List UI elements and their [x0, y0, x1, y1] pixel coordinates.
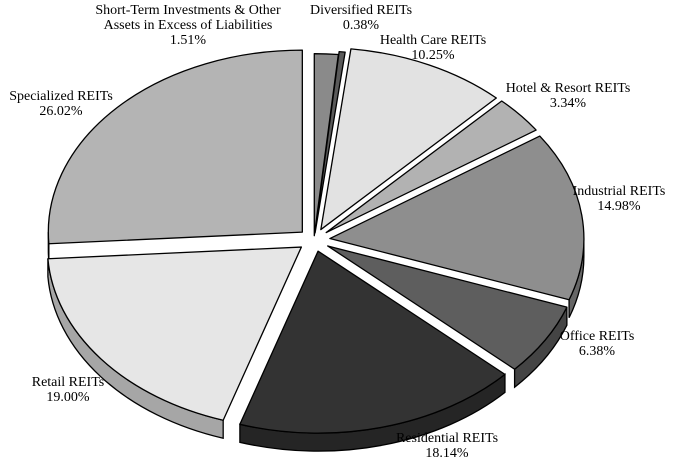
slice-name-label: Short-Term Investments & Other: [95, 3, 281, 18]
slice-residential-reits: [239, 250, 506, 434]
slice-label: Diversified REITs 0.38%: [310, 3, 412, 33]
slice-label: Short-Term Investments & Other Assets in …: [95, 3, 281, 48]
slice-office-reits: [327, 245, 568, 370]
slice-industrial-reits: [329, 135, 585, 301]
slice-name-label: Office REITs: [560, 329, 635, 344]
slice-name-label: Assets in Excess of Liabilities: [104, 18, 273, 33]
slice-name-label: Diversified REITs: [310, 3, 412, 18]
slice-label: Health Care REITs 10.25%: [380, 33, 486, 63]
slice-name-label: Health Care REITs: [380, 33, 486, 48]
slice-specialized-reits: [47, 49, 303, 245]
slice-label: Retail REITs 19.00%: [32, 375, 105, 405]
slice-name-label: Residential REITs: [396, 431, 498, 446]
slice-label: Hotel & Resort REITs 3.34%: [506, 81, 631, 111]
slice-label: Residential REITs 18.14%: [396, 431, 498, 461]
slice-value-label: 19.00%: [46, 390, 90, 405]
slice-label: Industrial REITs 14.98%: [573, 184, 666, 214]
slice-value-label: 10.25%: [411, 48, 455, 63]
slice-health-care-reits: [320, 48, 497, 231]
slice-label: Office REITs 6.38%: [560, 329, 635, 359]
slice-name-label: Hotel & Resort REITs: [506, 81, 631, 96]
slice-retail-reits: [47, 246, 303, 421]
slice-name-label: Industrial REITs: [573, 184, 666, 199]
slice-diversified-reits: [314, 51, 346, 234]
slice-name-label: Specialized REITs: [9, 89, 113, 104]
slice-value-label: 3.34%: [550, 96, 587, 111]
slice-label: Specialized REITs 26.02%: [9, 89, 113, 119]
slice-value-label: 18.14%: [425, 446, 469, 461]
slice-value-label: 0.38%: [343, 18, 380, 33]
slice-value-label: 26.02%: [39, 104, 83, 119]
slice-value-label: 14.98%: [597, 199, 641, 214]
slice-name-label: Retail REITs: [32, 375, 105, 390]
slice-value-label: 6.38%: [579, 344, 616, 359]
slice-hotel-resort-reits: [325, 100, 537, 234]
slice-value-label: 1.51%: [170, 33, 207, 48]
